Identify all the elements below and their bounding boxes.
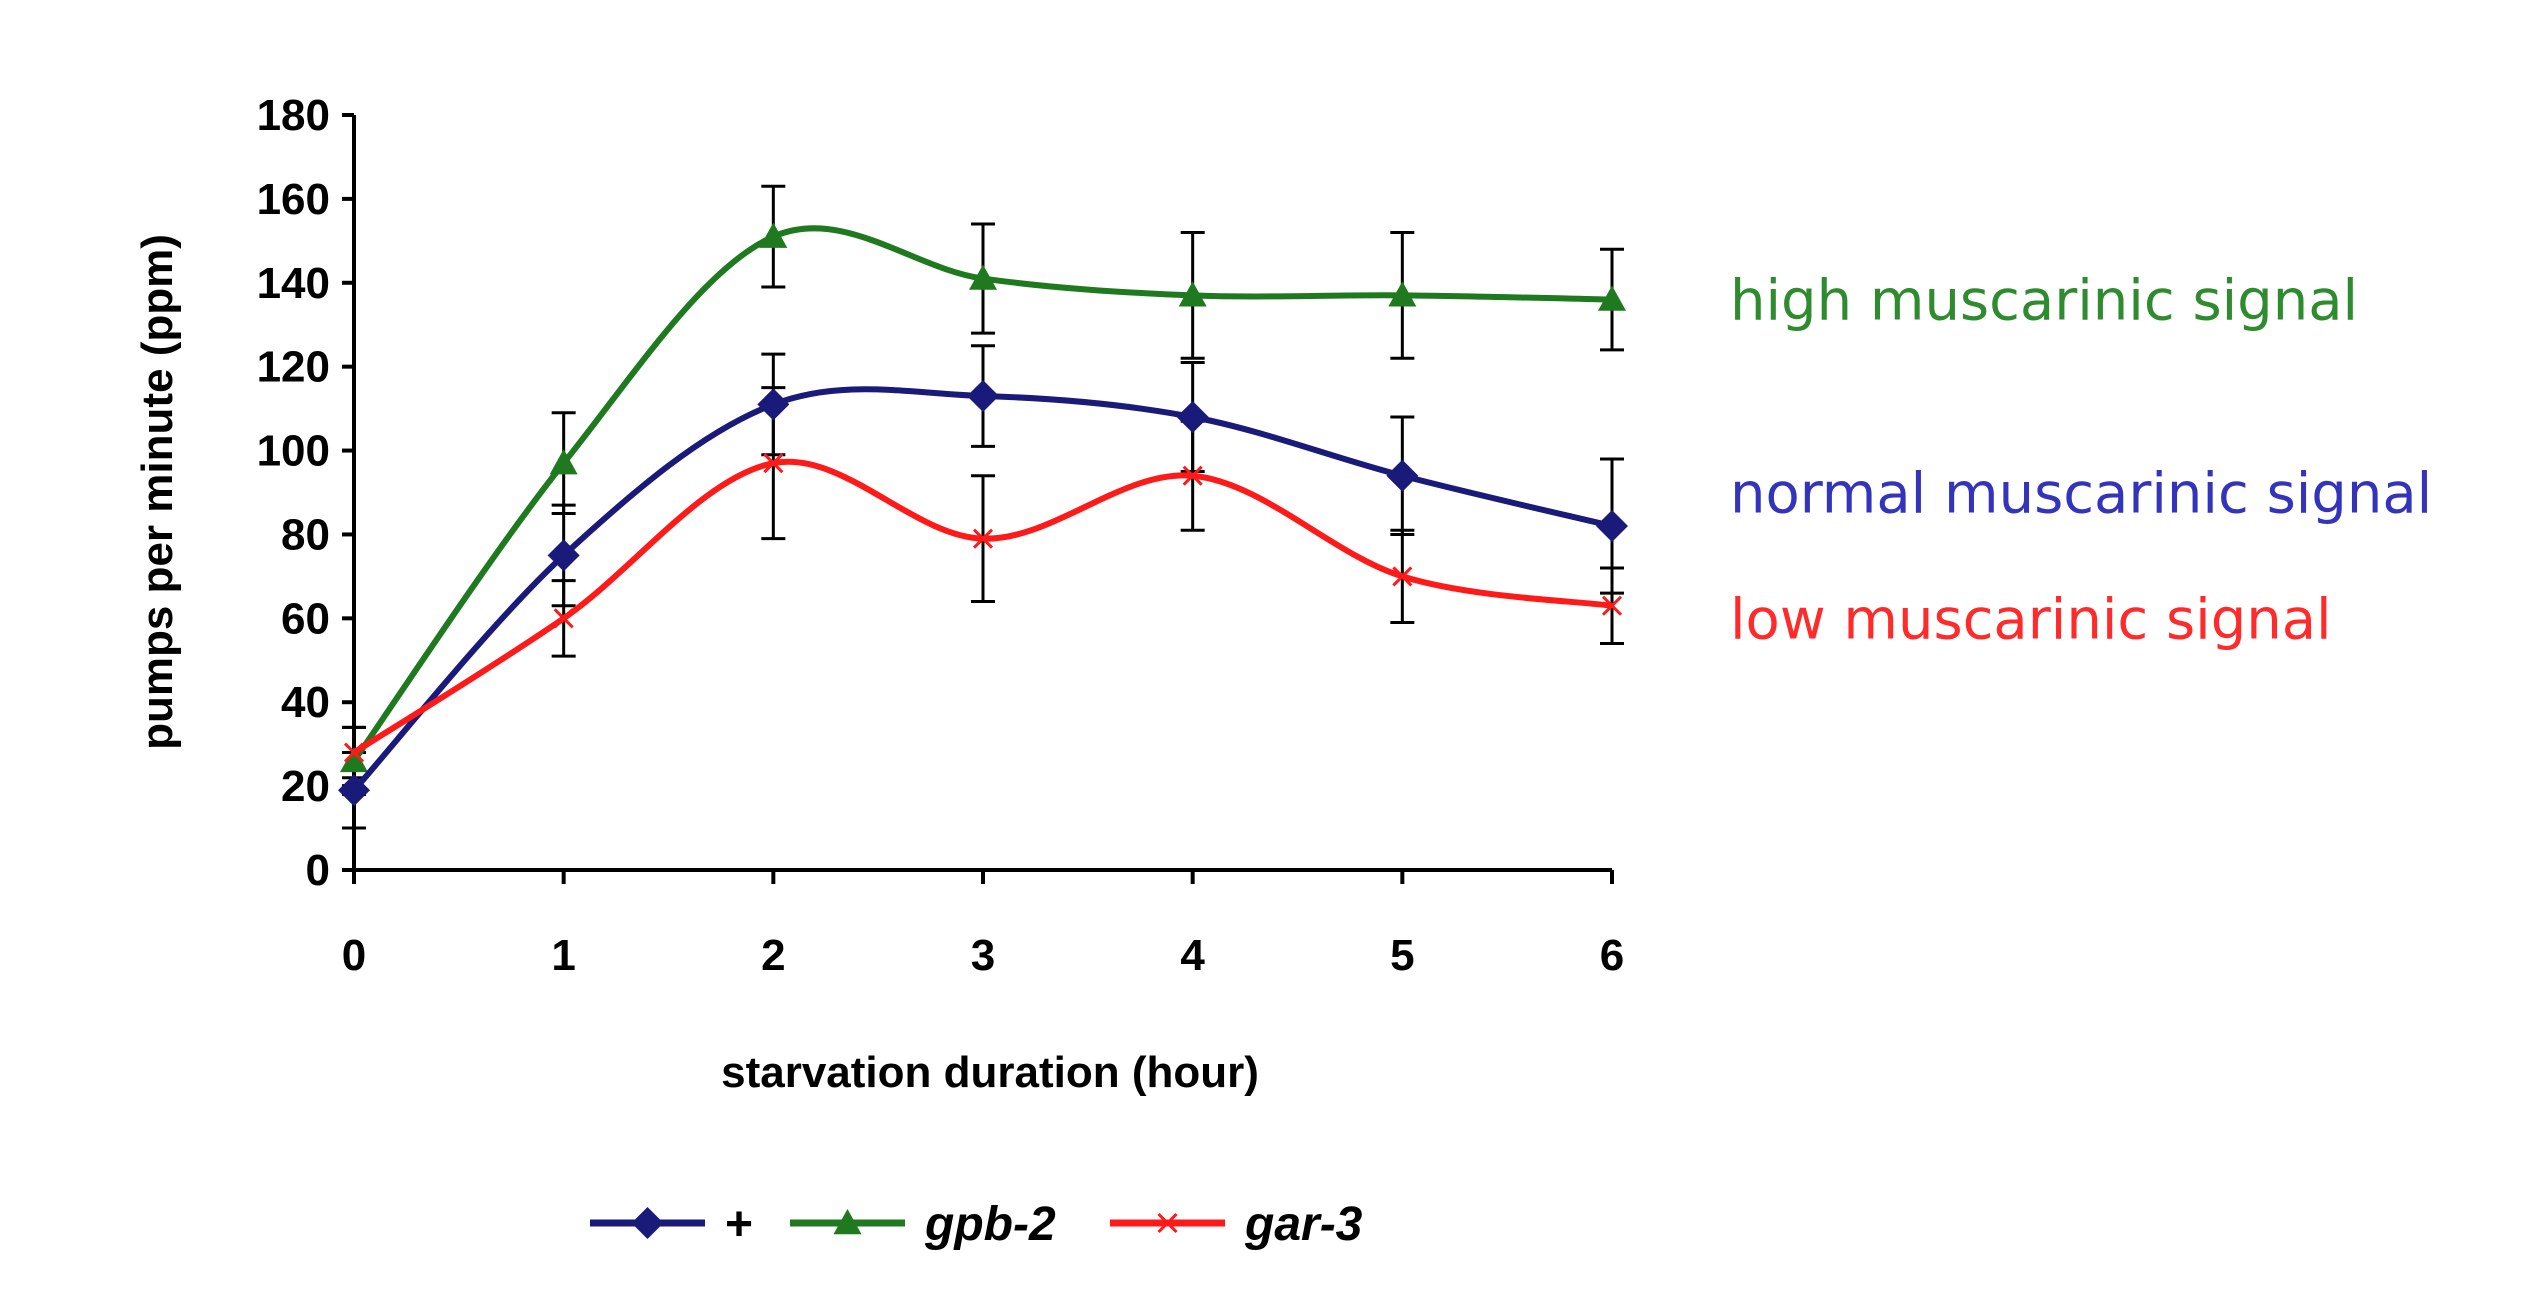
- legend-entry-1: +: [590, 1198, 753, 1251]
- data-point-2-4: [1178, 281, 1207, 307]
- data-point-3-5-stroke-b: [1392, 566, 1413, 587]
- x-tick-label-0: 0: [342, 931, 366, 980]
- data-point-1-4: [1176, 401, 1209, 433]
- y-tick-label-140: 140: [257, 259, 330, 308]
- data-point-3-0-stroke-b: [343, 742, 365, 763]
- data-point-3-4-stroke-b: [1182, 465, 1203, 486]
- plot-area: [338, 184, 1628, 830]
- data-point-2-3: [969, 264, 997, 290]
- x-tick-label-1: 1: [551, 931, 575, 980]
- legend-label-2: gpb-2: [924, 1198, 1056, 1251]
- annotation-1: high muscarinic signal: [1730, 269, 2358, 334]
- x-tick-label-2: 2: [761, 931, 785, 980]
- legend-marker-2: [833, 1209, 862, 1235]
- data-point-3-2: [763, 453, 784, 474]
- x-tick-label-5: 5: [1390, 931, 1414, 980]
- series-2: [340, 222, 1626, 773]
- data-point-3-4: [1182, 465, 1203, 486]
- y-tick-label-40: 40: [281, 678, 330, 727]
- series-1: [338, 380, 1628, 807]
- data-point-3-6: [1601, 595, 1623, 616]
- y-tick-label-160: 160: [257, 175, 330, 224]
- x-tick-label-3: 3: [971, 931, 995, 980]
- data-point-3-3-stroke-b: [972, 528, 994, 549]
- data-point-1-1: [547, 539, 580, 572]
- data-point-2-1: [549, 449, 578, 475]
- legend-label-1: +: [725, 1198, 753, 1251]
- legend-entry-2: gpb-2: [790, 1198, 1056, 1251]
- data-point-2-0: [340, 746, 368, 773]
- legend-marker-3-stroke-b: [1157, 1212, 1178, 1234]
- y-tick-label-60: 60: [281, 594, 330, 643]
- y-tick-label-20: 20: [281, 762, 330, 811]
- y-tick-label-0: 0: [306, 846, 330, 895]
- legend-marker-1: [631, 1207, 664, 1239]
- y-axis-title: pumps per minute (ppm): [133, 234, 182, 750]
- annotation-2: normal muscarinic signal: [1730, 462, 2432, 527]
- annotations: high muscarinic signal normal muscarinic …: [1730, 269, 2432, 653]
- data-point-1-3: [967, 380, 999, 413]
- y-tick-label-180: 180: [257, 91, 330, 140]
- data-point-3-6-stroke-b: [1601, 595, 1623, 616]
- data-point-1-2: [757, 388, 790, 421]
- y-tick-label-100: 100: [257, 427, 330, 476]
- legend: + gpb-2 gar-3: [590, 1198, 1363, 1251]
- x-ticks: 0 1 2 3 4 5 6: [342, 870, 1624, 980]
- data-point-3-2-stroke-b: [763, 453, 784, 474]
- y-ticks: 0 20 40 60 80 100 120 140 160 180: [257, 91, 354, 895]
- x-tick-label-6: 6: [1600, 931, 1624, 980]
- data-point-2-5: [1388, 281, 1417, 307]
- data-point-2-6: [1598, 285, 1626, 311]
- annotation-3: low muscarinic signal: [1730, 587, 2332, 652]
- data-point-2-2: [759, 222, 788, 248]
- legend-entry-3: gar-3: [1110, 1198, 1363, 1251]
- axes: 0 20 40 60 80 100 120 140 160 180 0 1 2 3 4 5 6: [257, 91, 1625, 980]
- data-point-3-0: [343, 742, 365, 763]
- legend-label-3: gar-3: [1244, 1198, 1363, 1251]
- y-tick-label-80: 80: [281, 510, 330, 559]
- data-point-3-3: [972, 528, 994, 549]
- data-point-1-6: [1596, 510, 1628, 543]
- data-point-1-0: [338, 774, 370, 807]
- series-3: [343, 453, 1623, 763]
- x-axis-title: starvation duration (hour): [721, 1048, 1259, 1097]
- legend-marker-3: [1157, 1212, 1178, 1234]
- data-point-1-5: [1386, 459, 1419, 492]
- y-tick-label-120: 120: [257, 343, 330, 392]
- data-point-3-1: [553, 608, 574, 629]
- x-tick-label-4: 4: [1180, 931, 1205, 980]
- data-point-3-1-stroke-b: [553, 608, 574, 629]
- data-point-3-5: [1392, 566, 1413, 587]
